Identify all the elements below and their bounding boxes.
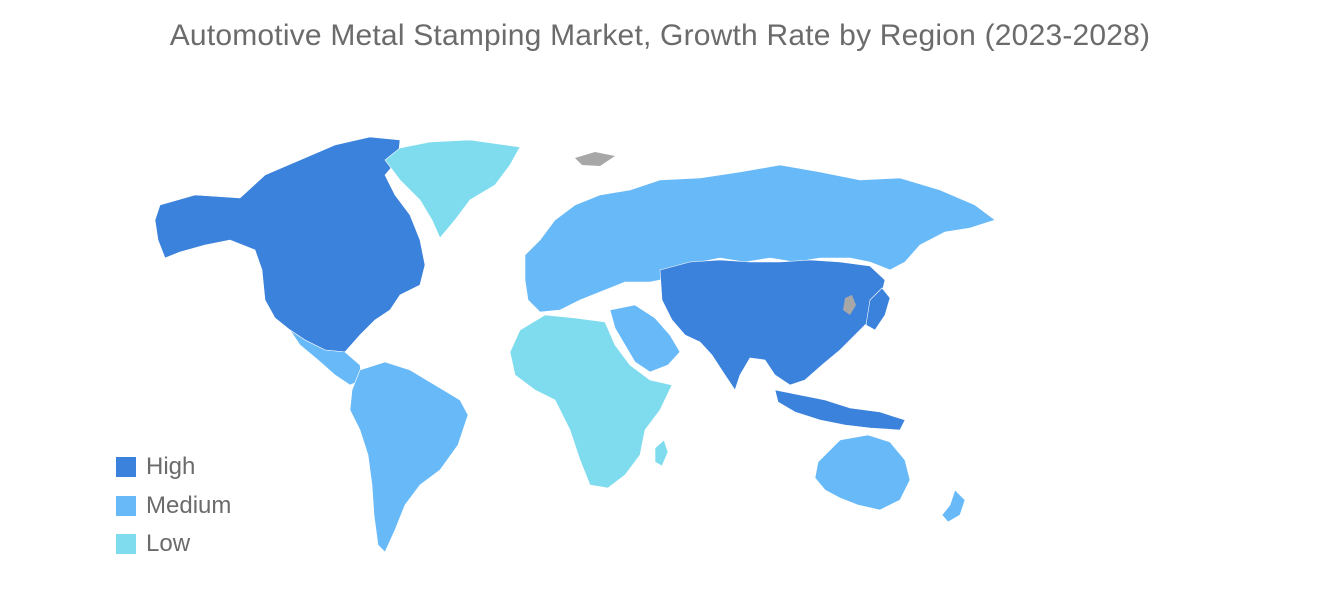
region-middle-east[interactable] bbox=[609, 304, 681, 373]
legend-label-high: High bbox=[146, 453, 196, 481]
region-no-data-korea bbox=[843, 295, 856, 315]
region-north-america[interactable] bbox=[154, 136, 426, 353]
legend-item-high: High bbox=[116, 448, 316, 487]
region-no-data-svalbard bbox=[575, 152, 615, 166]
chart-title: Automotive Metal Stamping Market, Growth… bbox=[169, 19, 1151, 52]
legend-item-medium: Medium bbox=[116, 487, 316, 526]
legend: High Medium Low bbox=[116, 448, 316, 564]
region-africa[interactable] bbox=[509, 314, 673, 489]
legend-item-low: Low bbox=[116, 525, 316, 564]
region-asia-pacific[interactable] bbox=[659, 259, 886, 391]
legend-swatch-medium bbox=[116, 495, 136, 516]
region-greenland[interactable] bbox=[384, 139, 521, 239]
region-australia[interactable] bbox=[814, 434, 911, 511]
legend-swatch-high bbox=[116, 457, 136, 478]
region-japan[interactable] bbox=[865, 287, 891, 331]
legend-label-medium: Medium bbox=[146, 491, 232, 519]
region-southeast-asia[interactable] bbox=[774, 389, 906, 431]
legend-label-low: Low bbox=[146, 530, 191, 558]
region-new-zealand[interactable] bbox=[941, 489, 966, 523]
region-south-america[interactable] bbox=[349, 361, 469, 553]
region-europe-russia[interactable] bbox=[524, 164, 996, 313]
region-madagascar[interactable] bbox=[654, 439, 669, 467]
legend-swatch-low bbox=[116, 534, 136, 555]
